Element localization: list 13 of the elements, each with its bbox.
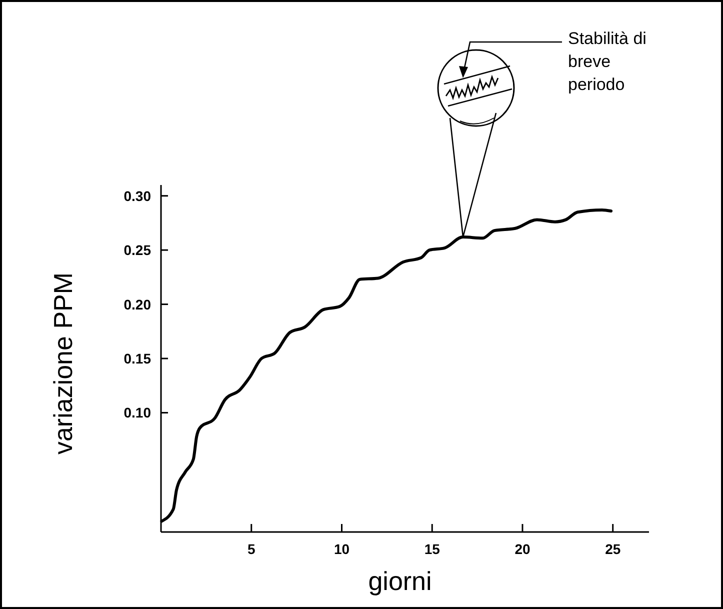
y-tick-label: 0.20 bbox=[124, 296, 152, 312]
text: Stabilità di breve periodo bbox=[568, 29, 646, 94]
y-tick-label: 0.25 bbox=[124, 242, 152, 258]
y-axis-title: variazione PPM bbox=[48, 272, 78, 455]
x-tick-label: 10 bbox=[334, 541, 350, 557]
x-tick-label: 5 bbox=[247, 541, 256, 557]
y-tick-label: 0.10 bbox=[124, 404, 152, 421]
x-axis-title: giorni bbox=[368, 566, 432, 596]
x-tick-label: 25 bbox=[605, 541, 621, 557]
x-tick-label: 20 bbox=[514, 541, 530, 557]
y-tick-label: 0.30 bbox=[124, 188, 152, 204]
x-tick-label: 15 bbox=[424, 541, 440, 557]
y-tick-label: 0.15 bbox=[124, 350, 152, 366]
